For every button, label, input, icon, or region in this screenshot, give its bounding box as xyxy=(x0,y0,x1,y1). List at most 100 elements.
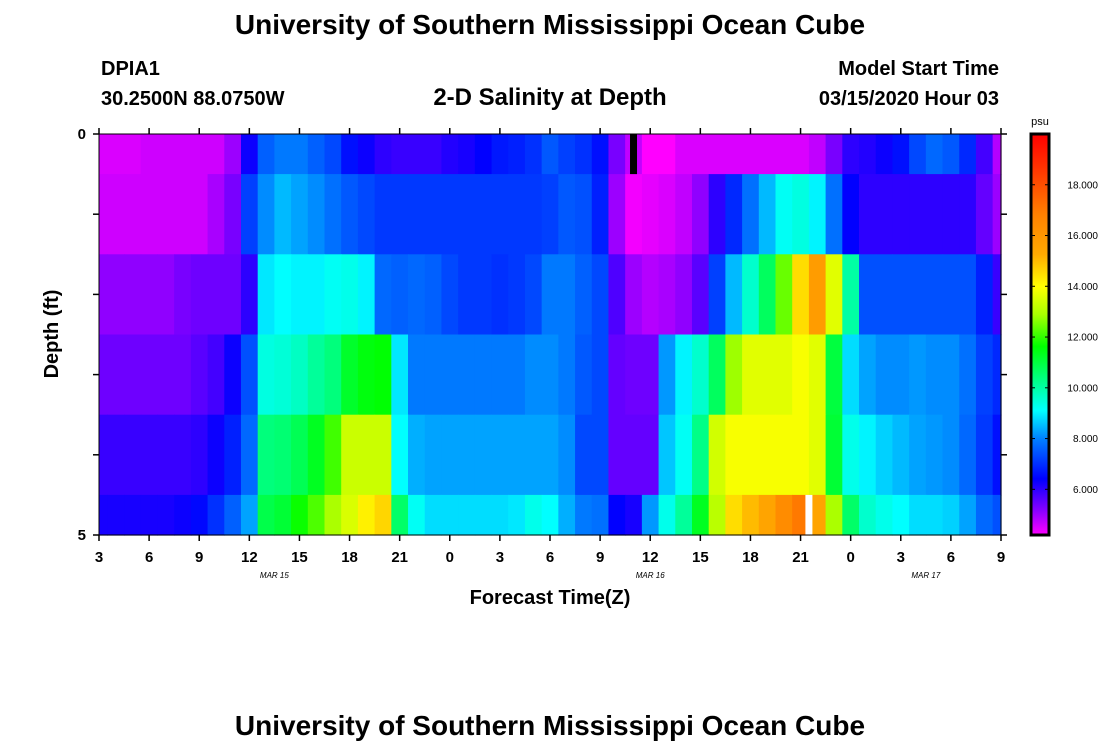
heatmap-cell xyxy=(625,334,643,416)
model-start-label: Model Start Time xyxy=(838,58,999,80)
heatmap-cell xyxy=(107,174,125,255)
colorbar-tick-label: 16.000 xyxy=(1067,231,1098,242)
heatmap-cell xyxy=(474,174,493,255)
heatmap-cell xyxy=(758,134,777,175)
heatmap-cell xyxy=(99,414,108,496)
heatmap-cell xyxy=(541,254,559,336)
heatmap-cell xyxy=(675,334,693,416)
heatmap-cell xyxy=(140,254,159,336)
heatmap-cell xyxy=(124,254,142,336)
colorbar-tick-label: 10.000 xyxy=(1067,383,1098,394)
heatmap-cell xyxy=(441,414,459,496)
x-tick-label: 0 xyxy=(446,549,454,566)
heatmap-cell xyxy=(775,334,793,416)
heatmap-cell xyxy=(792,134,810,175)
heatmap-cell xyxy=(408,494,426,536)
heatmap-cell xyxy=(708,134,726,175)
heatmap-cell xyxy=(909,414,927,496)
heatmap-cell xyxy=(792,254,810,336)
footer-title: University of Southern Mississippi Ocean… xyxy=(235,710,865,741)
heatmap-cell xyxy=(625,414,643,496)
heatmap-cell xyxy=(992,414,1002,496)
heatmap-cell xyxy=(508,334,526,416)
station-coords: 30.2500N 88.0750W xyxy=(101,88,285,110)
heatmap-cell xyxy=(474,134,493,175)
x-tick-label: 9 xyxy=(195,549,203,566)
x-tick-label: 18 xyxy=(742,549,759,566)
heatmap-cell xyxy=(291,494,309,536)
heatmap-cell xyxy=(157,134,175,175)
heatmap-cell xyxy=(691,334,710,416)
heatmap-cell xyxy=(808,494,827,536)
heatmap-cell xyxy=(875,174,894,255)
heatmap-cell xyxy=(140,414,159,496)
heatmap-cell xyxy=(474,494,493,536)
heatmap-cell xyxy=(441,334,459,416)
heatmap-cell xyxy=(892,334,910,416)
heatmap-cell xyxy=(174,254,192,336)
heatmap-cell xyxy=(291,174,309,255)
heatmap-cell xyxy=(274,174,292,255)
heatmap-cell xyxy=(558,254,576,336)
heatmap-cell xyxy=(875,494,894,536)
heatmap-cell xyxy=(190,494,209,536)
heatmap-cell xyxy=(959,174,977,255)
heatmap-cell xyxy=(959,254,977,336)
heatmap-cell xyxy=(458,494,476,536)
marker-bars xyxy=(630,134,813,535)
heatmap-cell xyxy=(224,174,242,255)
heatmap-cell xyxy=(675,254,693,336)
heatmap-cell xyxy=(975,494,994,536)
heatmap-cell xyxy=(641,254,660,336)
heatmap-cell xyxy=(324,414,342,496)
heatmap-cell xyxy=(190,174,209,255)
heatmap-cell xyxy=(341,334,359,416)
heatmap-cell xyxy=(758,334,777,416)
heatmap-cell xyxy=(307,334,326,416)
page-title: University of Southern Mississippi Ocean… xyxy=(235,9,865,40)
heatmap-cell xyxy=(925,334,944,416)
x-tick-label: 15 xyxy=(291,549,308,566)
heatmap-cell xyxy=(625,174,643,255)
x-tick-label: 6 xyxy=(546,549,554,566)
heatmap-cell xyxy=(641,174,660,255)
heatmap-cell xyxy=(441,134,459,175)
heatmap-cell xyxy=(792,494,810,536)
marker-bar xyxy=(630,134,638,175)
heatmap-cell xyxy=(959,414,977,496)
x-tick-label: 3 xyxy=(496,549,504,566)
heatmap-cell xyxy=(508,414,526,496)
heatmap-cell xyxy=(374,174,392,255)
heatmap-cell xyxy=(357,174,376,255)
heatmap-cell xyxy=(859,174,877,255)
heatmap-cell xyxy=(691,254,710,336)
heatmap-cell xyxy=(107,494,125,536)
chart-subtitle: 2-D Salinity at Depth xyxy=(433,84,666,111)
heatmap-cell xyxy=(808,334,827,416)
heatmap-cell xyxy=(424,134,443,175)
heatmap-cell xyxy=(842,254,860,336)
x-tick-label: 18 xyxy=(341,549,358,566)
heatmap-cell xyxy=(825,134,843,175)
heatmap-cell xyxy=(992,174,1002,255)
heatmap-cell xyxy=(842,494,860,536)
heatmap-cell xyxy=(324,254,342,336)
heatmap-cell xyxy=(324,174,342,255)
heatmap-cell xyxy=(725,254,743,336)
heatmap-cell xyxy=(925,494,944,536)
heatmap-cell xyxy=(725,174,743,255)
heatmap-cell xyxy=(541,414,559,496)
heatmap-cell xyxy=(591,174,610,255)
x-tick-label: 6 xyxy=(145,549,153,566)
heatmap-cell xyxy=(341,414,359,496)
heatmap-cell xyxy=(391,254,409,336)
heatmap-cell xyxy=(675,174,693,255)
heatmap-cell xyxy=(691,134,710,175)
heatmap-cell xyxy=(424,174,443,255)
heatmap-cell xyxy=(541,494,559,536)
heatmap-cell xyxy=(909,254,927,336)
heatmap-cell xyxy=(975,414,994,496)
heatmap-cell xyxy=(257,494,275,536)
heatmap-cell xyxy=(792,174,810,255)
heatmap-cell xyxy=(374,414,392,496)
